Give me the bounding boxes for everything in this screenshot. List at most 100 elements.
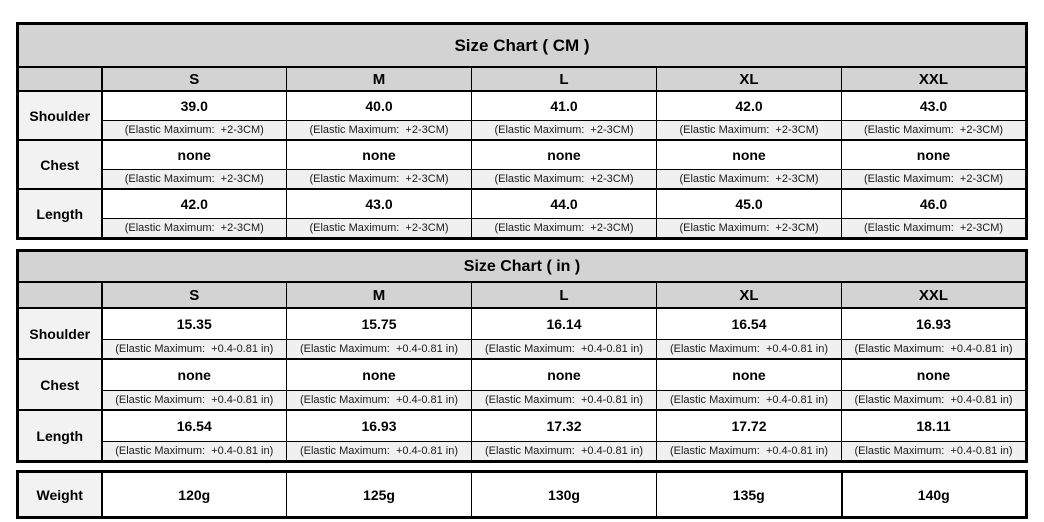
value-cell: 42.0 (656, 90, 842, 121)
value-cell: 15.75 (286, 307, 472, 340)
elastic-note: (Elastic Maximum: +2-3CM) (286, 218, 472, 239)
elastic-note: (Elastic Maximum: +0.4-0.81 in) (656, 339, 842, 360)
value-cell: none (286, 139, 472, 170)
col-header-xl: XL (656, 66, 842, 92)
value-cell: 44.0 (471, 188, 657, 219)
value-cell: none (841, 139, 1027, 170)
elastic-note: (Elastic Maximum: +2-3CM) (101, 218, 287, 239)
value-cell: none (471, 358, 657, 391)
value-cell: 16.93 (286, 409, 472, 442)
value-cell: none (286, 358, 472, 391)
col-header-m: M (286, 66, 472, 92)
elastic-note: (Elastic Maximum: +2-3CM) (841, 218, 1027, 239)
elastic-note: (Elastic Maximum: +0.4-0.81 in) (101, 441, 287, 462)
elastic-note: (Elastic Maximum: +2-3CM) (286, 169, 472, 190)
value-cell: 39.0 (101, 90, 287, 121)
value-cell: 16.93 (841, 307, 1027, 340)
elastic-note: (Elastic Maximum: +0.4-0.81 in) (656, 441, 842, 462)
value-cell: 43.0 (286, 188, 472, 219)
size-header-row: S M L XL XXL (17, 281, 1027, 309)
size-chart-cm-table: Size Chart ( CM ) S M L XL XXL Shoulder … (16, 22, 1028, 240)
size-header-row: S M L XL XXL (17, 66, 1027, 92)
value-cell: 41.0 (471, 90, 657, 121)
value-cell: 42.0 (101, 188, 287, 219)
weight-value: 135g (656, 471, 842, 518)
elastic-note: (Elastic Maximum: +2-3CM) (471, 120, 657, 141)
elastic-note: (Elastic Maximum: +2-3CM) (841, 120, 1027, 141)
elastic-note: (Elastic Maximum: +2-3CM) (656, 218, 842, 239)
value-cell: 16.54 (656, 307, 842, 340)
size-chart-in-table: Size Chart ( in ) S M L XL XXL Shoulder … (16, 249, 1028, 463)
elastic-note: (Elastic Maximum: +2-3CM) (841, 169, 1027, 190)
table-title-row: Size Chart ( CM ) (17, 23, 1027, 68)
value-cell: 17.72 (656, 409, 842, 442)
value-cell: none (656, 139, 842, 170)
elastic-note: (Elastic Maximum: +2-3CM) (471, 218, 657, 239)
length-note-row: (Elastic Maximum: +0.4-0.81 in) (Elastic… (18, 441, 1027, 462)
elastic-note: (Elastic Maximum: +0.4-0.81 in) (286, 390, 472, 411)
value-cell: none (101, 358, 287, 391)
value-cell: 16.54 (101, 409, 287, 442)
weight-value: 130g (471, 471, 657, 518)
elastic-note: (Elastic Maximum: +2-3CM) (656, 169, 842, 190)
elastic-note: (Elastic Maximum: +2-3CM) (101, 169, 287, 190)
elastic-note: (Elastic Maximum: +0.4-0.81 in) (471, 390, 657, 411)
shoulder-value-row: Shoulder 15.35 15.75 16.14 16.54 16.93 (17, 307, 1027, 360)
elastic-note: (Elastic Maximum: +2-3CM) (656, 120, 842, 141)
elastic-note: (Elastic Maximum: +0.4-0.81 in) (656, 390, 842, 411)
elastic-note: (Elastic Maximum: +0.4-0.81 in) (101, 390, 287, 411)
col-header-l: L (471, 281, 657, 309)
elastic-note: (Elastic Maximum: +2-3CM) (101, 120, 287, 141)
col-header-m: M (286, 281, 472, 309)
row-label-shoulder: Shoulder (17, 307, 103, 360)
weight-value: 120g (101, 471, 287, 518)
col-header-l: L (471, 66, 657, 92)
value-cell: 18.11 (841, 409, 1027, 442)
elastic-note: (Elastic Maximum: +0.4-0.81 in) (286, 441, 472, 462)
value-cell: none (841, 358, 1027, 391)
chest-value-row: Chest none none none none none (17, 139, 1027, 190)
col-header-xl: XL (656, 281, 842, 309)
value-cell: 43.0 (841, 90, 1027, 121)
table-title-row: Size Chart ( in ) (17, 250, 1027, 283)
value-cell: 40.0 (286, 90, 472, 121)
weight-value: 125g (286, 471, 472, 518)
value-cell: none (101, 139, 287, 170)
elastic-note: (Elastic Maximum: +0.4-0.81 in) (841, 390, 1027, 411)
length-value-row: Length 16.54 16.93 17.32 17.72 18.11 (17, 409, 1027, 462)
elastic-note: (Elastic Maximum: +2-3CM) (286, 120, 472, 141)
corner-cell (17, 281, 103, 309)
shoulder-note-row: (Elastic Maximum: +0.4-0.81 in) (Elastic… (18, 339, 1027, 360)
value-cell: 46.0 (841, 188, 1027, 219)
chest-note-row: (Elastic Maximum: +0.4-0.81 in) (Elastic… (18, 390, 1027, 411)
row-label-length: Length (17, 409, 103, 462)
length-value-row: Length 42.0 43.0 44.0 45.0 46.0 (17, 188, 1027, 239)
col-header-s: S (101, 66, 287, 92)
elastic-note: (Elastic Maximum: +0.4-0.81 in) (101, 339, 287, 360)
elastic-note: (Elastic Maximum: +2-3CM) (471, 169, 657, 190)
in-table-title: Size Chart ( in ) (17, 250, 1027, 283)
weight-row: Weight 120g 125g 130g 135g 140g (17, 471, 1027, 518)
elastic-note: (Elastic Maximum: +0.4-0.81 in) (841, 441, 1027, 462)
elastic-note: (Elastic Maximum: +0.4-0.81 in) (286, 339, 472, 360)
row-label-weight: Weight (17, 471, 103, 518)
value-cell: 15.35 (101, 307, 287, 340)
col-header-xxl: XXL (841, 66, 1027, 92)
value-cell: 45.0 (656, 188, 842, 219)
value-cell: none (471, 139, 657, 170)
chest-value-row: Chest none none none none none (17, 358, 1027, 411)
weight-table: Weight 120g 125g 130g 135g 140g (16, 470, 1028, 519)
elastic-note: (Elastic Maximum: +0.4-0.81 in) (841, 339, 1027, 360)
col-header-xxl: XXL (841, 281, 1027, 309)
row-label-length: Length (17, 188, 103, 239)
weight-value: 140g (840, 471, 1027, 518)
row-label-chest: Chest (17, 139, 103, 190)
cm-table-title: Size Chart ( CM ) (17, 23, 1027, 68)
elastic-note: (Elastic Maximum: +0.4-0.81 in) (471, 339, 657, 360)
shoulder-value-row: Shoulder 39.0 40.0 41.0 42.0 43.0 (17, 90, 1027, 141)
corner-cell (17, 66, 103, 92)
length-note-row: (Elastic Maximum: +2-3CM) (Elastic Maxim… (18, 218, 1027, 239)
row-label-shoulder: Shoulder (17, 90, 103, 141)
row-label-chest: Chest (17, 358, 103, 411)
